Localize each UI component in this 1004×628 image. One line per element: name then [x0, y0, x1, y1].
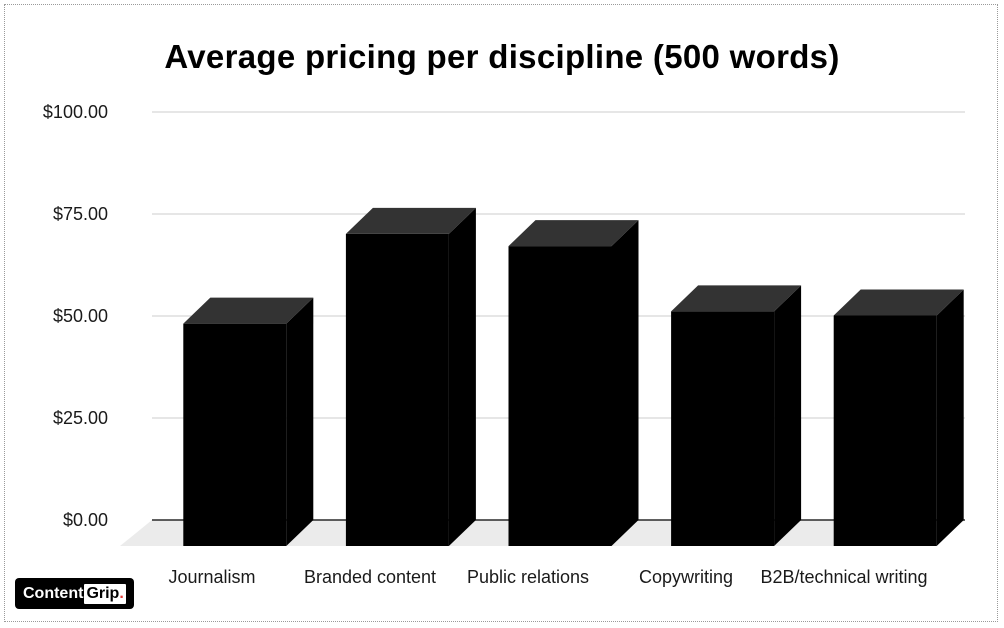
bar	[183, 323, 287, 546]
bar-side	[448, 207, 476, 546]
bar-top	[508, 220, 639, 247]
y-tick-label: $75.00	[53, 204, 108, 224]
bar-side	[936, 289, 964, 546]
bar-top	[183, 297, 314, 324]
x-tick-label: Branded content	[304, 567, 436, 587]
bar-top	[671, 285, 802, 312]
bar	[671, 311, 775, 546]
x-tick-label: Public relations	[467, 567, 589, 587]
bar-side	[611, 220, 639, 546]
bar	[508, 246, 612, 546]
chart-title: Average pricing per discipline (500 word…	[164, 38, 840, 75]
y-tick-label: $0.00	[63, 510, 108, 530]
logo-text-grip: Grip.	[84, 583, 126, 604]
bar	[833, 315, 937, 546]
logo-text-content: Content	[23, 584, 84, 602]
x-tick-label: Journalism	[168, 567, 255, 587]
chart-frame	[4, 4, 998, 622]
bar-top	[345, 207, 476, 234]
y-tick-label: $100.00	[43, 102, 108, 122]
bar-side	[774, 285, 802, 546]
bar-side	[286, 297, 314, 546]
bar	[345, 233, 449, 546]
contentgrip-logo: Content Grip.	[15, 578, 134, 609]
y-tick-label: $25.00	[53, 408, 108, 428]
bar-top	[833, 289, 964, 316]
x-tick-label: B2B/technical writing	[760, 567, 927, 587]
x-tick-label: Copywriting	[639, 567, 733, 587]
y-tick-label: $50.00	[53, 306, 108, 326]
